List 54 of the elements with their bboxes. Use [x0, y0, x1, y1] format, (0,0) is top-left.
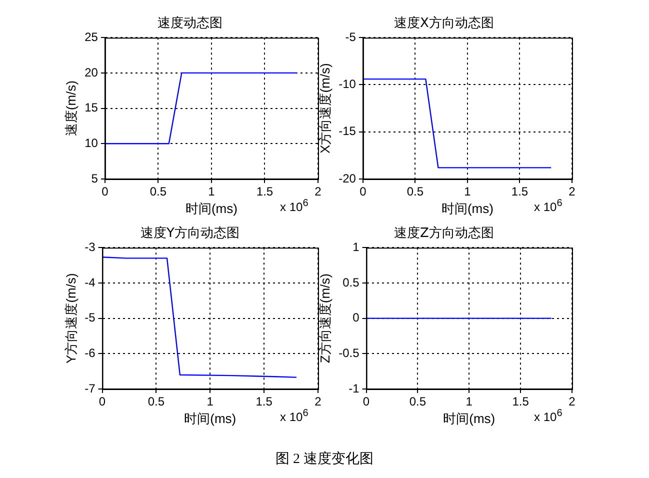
caption: 图 2 速度变化图: [274, 450, 374, 468]
y-tick-label: 0.5: [342, 275, 360, 290]
y-tick-label: -1: [348, 381, 360, 396]
y-tick-label: 5: [91, 171, 98, 186]
x-tick-label: 0.5: [148, 394, 165, 409]
y-tick-label: -10: [338, 77, 356, 92]
y-tick-label: -15: [338, 124, 356, 138]
y-axis-title: Z方向速度(m/s): [317, 274, 332, 364]
x-tick-label: 2: [314, 394, 322, 409]
x-tick-label: 1: [208, 184, 216, 199]
chart-title: 速度X方向动态图: [394, 15, 494, 32]
x-tick-label: 0: [362, 394, 370, 409]
text: x 10$^{6}$: [534, 408, 562, 424]
y-tick-label: 10: [84, 136, 98, 150]
y-tick-label: -20: [338, 171, 356, 186]
chart-title: 速度Z方向动态图: [394, 225, 494, 242]
x-axis-title: 时间(ms): [185, 200, 238, 216]
y-tick-label: -6: [84, 346, 96, 360]
chart-title: 速度动态图: [158, 15, 222, 32]
y-tick-label: 25: [84, 30, 98, 44]
x-tick-label: 1: [464, 184, 472, 199]
x-tick-label: 1.5: [256, 394, 273, 409]
x-tick-label: 1: [466, 394, 473, 409]
y-tick-label: 0: [352, 310, 360, 325]
y-tick-label: -4: [84, 275, 96, 290]
y-axis-title: Y方向速度(m/s): [63, 273, 78, 364]
x-tick-label: 1.5: [512, 394, 530, 409]
text: x 10$^{6}$: [280, 198, 308, 214]
x-axis-title: 时间(ms): [443, 410, 496, 426]
y-tick-label: 20: [84, 65, 98, 80]
y-axis-title: X方向速度(m/s): [317, 63, 332, 154]
x-tick-label: 1.5: [256, 184, 274, 199]
text: x 10$^{6}$: [534, 198, 562, 214]
text: x 10$^{6}$: [280, 408, 308, 424]
x-tick-label: 1.5: [511, 184, 528, 199]
y-tick-label: -5: [84, 310, 96, 325]
y-tick-label: -0.5: [338, 346, 360, 360]
y-tick-label: -3: [84, 240, 96, 254]
y-tick-label: 1: [352, 240, 360, 254]
x-tick-label: 2: [568, 184, 576, 199]
chart-title: 速度Y方向动态图: [140, 225, 240, 242]
y-tick-label: -7: [84, 381, 96, 396]
x-tick-label: 0.5: [150, 184, 167, 199]
x-axis-title: 时间(ms): [441, 200, 494, 216]
y-tick-label: 15: [84, 100, 98, 115]
x-tick-label: 2: [568, 394, 576, 409]
y-tick-label: -5: [345, 30, 356, 44]
x-tick-label: 0: [102, 184, 109, 199]
x-tick-label: 1: [206, 394, 214, 409]
x-tick-label: 0.5: [406, 184, 424, 199]
x-axis-title: 时间(ms): [184, 410, 236, 426]
x-tick-label: 0.5: [409, 394, 426, 409]
x-tick-label: 2: [314, 184, 322, 199]
y-axis-title: 速度(m/s): [63, 80, 78, 136]
